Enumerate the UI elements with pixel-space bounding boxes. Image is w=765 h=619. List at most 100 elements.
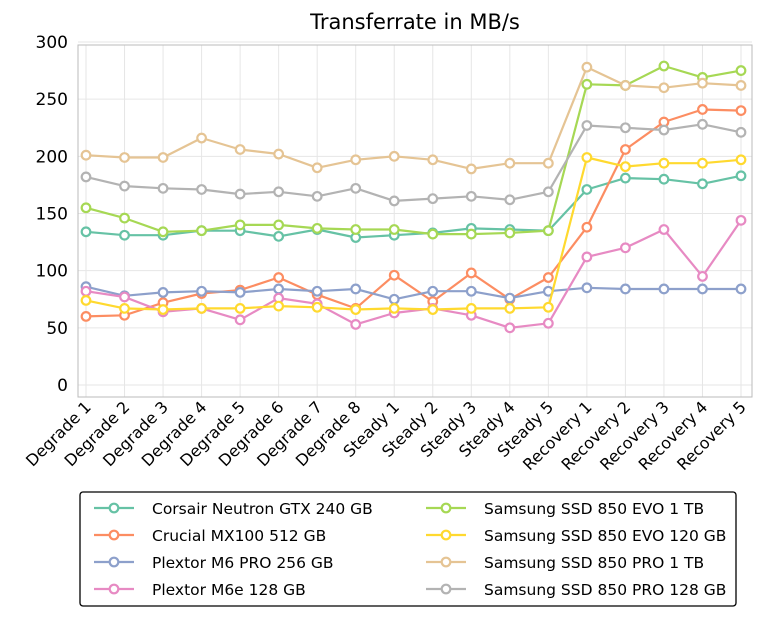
data-point [465,302,477,314]
data-point [697,157,708,169]
grid [78,41,752,397]
y-tick-label: 250 [36,90,68,110]
data-point [119,152,130,163]
data-point [465,163,477,175]
data-point [157,304,169,315]
legend-label: Samsung SSD 850 PRO 128 GB [484,581,726,599]
data-point [196,302,207,314]
legend-item: Samsung SSD 850 EVO 1 TB [426,500,704,518]
data-point [465,267,477,279]
data-point [620,161,631,173]
data-point [273,148,285,160]
data-point [350,319,362,330]
legend-label: Corsair Neutron GTX 240 GB [152,500,373,518]
data-point [581,184,593,195]
legend-swatch-marker [440,502,452,514]
data-point [658,283,670,295]
data-point [311,190,323,202]
data-point [273,219,285,231]
series-group [80,60,747,334]
chart-title: Transferrate in MB/s [309,10,520,34]
data-point [80,294,92,306]
data-point [465,285,477,297]
data-point [311,162,323,174]
legend-label: Crucial MX100 512 GB [152,527,326,545]
data-point [735,105,747,116]
data-point [697,270,708,282]
data-point [388,293,400,305]
data-point [620,80,631,91]
series-line [85,123,742,202]
data-point [504,194,516,206]
data-point [196,225,207,237]
data-point [119,229,130,241]
data-point [80,171,92,183]
legend-swatch-marker [440,556,452,568]
legend-item: Samsung SSD 850 PRO 128 GB [426,581,726,599]
data-point [542,186,554,198]
data-point [658,82,670,94]
data-point [427,304,439,315]
data-point [735,154,747,166]
data-point [350,182,362,194]
data-point [735,283,747,295]
y-tick-label: 50 [46,319,68,339]
y-tick-label: 300 [36,33,68,53]
legend-label: Plextor M6 PRO 256 GB [152,554,334,572]
legend-swatch-marker [440,529,452,541]
legend-item: Crucial MX100 512 GB [94,527,326,545]
legend-swatch-marker [440,583,452,595]
legend-item: Corsair Neutron GTX 240 GB [94,500,373,518]
data-point [234,286,246,298]
data-point [311,301,323,313]
legend-item: Plextor M6e 128 GB [94,581,306,599]
series-line [85,156,742,311]
data-point [311,285,323,297]
data-point [157,286,169,298]
legend-label: Samsung SSD 850 PRO 1 TB [484,554,704,572]
legend-item: Samsung SSD 850 EVO 120 GB [426,527,726,545]
data-point [80,311,92,322]
data-point [542,225,554,237]
legend-label: Plextor M6e 128 GB [152,581,306,599]
series-line [85,174,742,239]
data-point [658,173,670,185]
data-point [581,61,593,73]
series-line [85,219,742,329]
legend-item: Plextor M6 PRO 256 GB [94,554,334,572]
data-point [350,224,362,235]
series-8 [80,118,747,207]
data-point [504,157,516,169]
data-point [427,154,439,166]
data-point [157,182,169,194]
data-point [427,285,439,297]
data-point [196,285,207,297]
data-point [119,302,130,314]
data-point [735,126,747,138]
data-point [620,172,631,184]
legend-swatch-marker [108,556,120,568]
legend: Corsair Neutron GTX 240 GB Crucial MX100 … [79,491,737,607]
data-point [388,150,400,162]
data-point [504,227,516,239]
data-point [542,157,554,169]
data-point [119,291,130,303]
data-point [350,283,362,295]
data-point [658,157,670,169]
data-point [196,132,207,144]
data-point [581,120,593,131]
data-point [735,80,747,91]
data-point [697,118,708,130]
data-point [234,188,246,200]
data-point [80,149,92,161]
legend-box [79,491,737,607]
data-point [735,170,747,182]
data-point [388,224,400,235]
data-point [620,283,631,295]
data-point [581,78,593,90]
data-point [735,214,747,226]
series-line [85,108,742,318]
data-point [234,302,246,314]
data-point [350,154,362,166]
data-point [542,301,554,313]
